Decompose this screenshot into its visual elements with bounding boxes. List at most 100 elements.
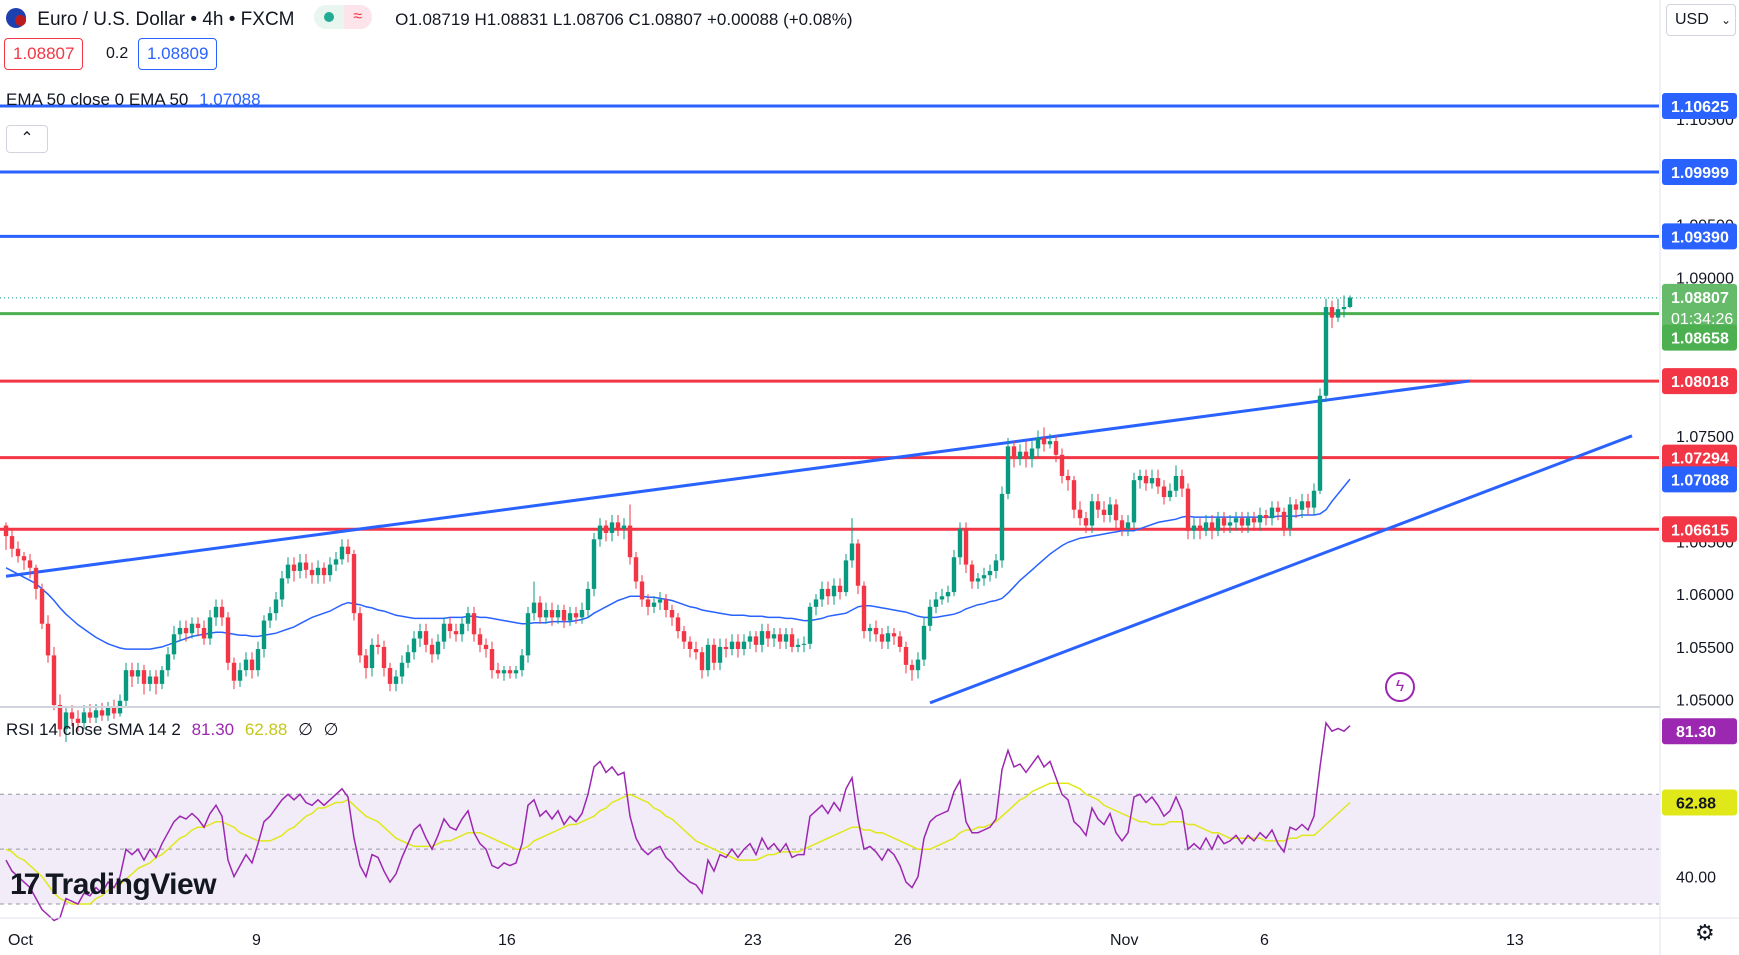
candle	[1179, 469, 1185, 498]
candle	[501, 665, 507, 681]
candle-body	[603, 525, 609, 533]
candle	[639, 575, 645, 607]
currency-selector[interactable]: USD ⌄	[1666, 4, 1736, 36]
candle-body	[1311, 490, 1317, 508]
level-badge-4: 1.08018	[1671, 374, 1729, 391]
candle	[387, 662, 393, 692]
candle	[519, 649, 525, 677]
candle	[1095, 493, 1101, 519]
candle	[759, 623, 765, 653]
candle-body	[405, 652, 411, 663]
candle-body	[1329, 307, 1335, 318]
candle	[981, 567, 987, 586]
symbol-title[interactable]: Euro / U.S. Dollar • 4h • FXCM	[37, 9, 295, 30]
candle	[1311, 483, 1317, 515]
rsi-sma-badge: 62.88	[1676, 796, 1716, 813]
candle	[567, 606, 573, 626]
candle	[411, 631, 417, 660]
candle-body	[1107, 504, 1113, 515]
settings-gear-icon[interactable]: ⚙	[1695, 920, 1715, 945]
candle-body	[1059, 454, 1065, 476]
candle-body	[957, 528, 963, 558]
candle-body	[981, 575, 987, 579]
tradingview-logo[interactable]: 17 TradingView	[10, 868, 217, 902]
chevron-down-icon: ⌄	[1720, 13, 1731, 27]
level-badge-1-bg	[1662, 159, 1737, 186]
candle	[489, 641, 495, 679]
candle-body	[1125, 522, 1131, 529]
status-icon[interactable]: ≈	[313, 5, 372, 29]
candle	[897, 631, 903, 653]
candle-body	[597, 525, 603, 540]
ema-legend[interactable]: EMA 50 close 0 EMA 50 1.07088	[6, 90, 261, 110]
candle-body	[441, 623, 447, 642]
rsi-sma-badge-bg	[1662, 789, 1737, 816]
candle	[867, 623, 873, 642]
spread-value: 0.2	[106, 45, 129, 62]
candle-body	[351, 554, 357, 614]
candle-body	[243, 659, 249, 671]
candle	[447, 617, 453, 639]
symbol-header: Euro / U.S. Dollar • 4h • FXCM ≈ O1.0871…	[6, 5, 853, 31]
candle	[927, 599, 933, 632]
candle-body	[609, 522, 615, 533]
level-badge-6: 1.06615	[1671, 522, 1729, 539]
candle-body	[639, 581, 645, 600]
collapse-legend-button[interactable]: ⌃	[6, 125, 48, 153]
candle	[1143, 469, 1149, 491]
candle-body	[291, 564, 297, 571]
candle-body	[537, 602, 543, 618]
candle	[1131, 472, 1137, 529]
candle	[15, 541, 21, 563]
candle	[783, 627, 789, 650]
candle	[123, 662, 129, 708]
candle-body	[975, 578, 981, 582]
candle	[1035, 430, 1041, 457]
candle	[117, 694, 123, 717]
candle-body	[1287, 504, 1293, 529]
ema-badge: 1.07088	[1671, 472, 1729, 489]
candle	[9, 528, 15, 558]
candle	[717, 638, 723, 671]
sell-price-button[interactable]: 1.08807	[4, 38, 84, 70]
rsi-legend[interactable]: RSI 14 close SMA 14 2 81.30 62.88 ∅ ∅	[6, 720, 338, 740]
candle-body	[69, 712, 75, 719]
candle	[159, 665, 165, 690]
candle-body	[879, 634, 885, 642]
candle-body	[1155, 478, 1161, 487]
candle	[753, 631, 759, 653]
candle	[1185, 483, 1191, 540]
candle	[795, 638, 801, 653]
candle	[831, 578, 837, 605]
candle	[513, 665, 519, 679]
candle	[1299, 493, 1305, 519]
candle	[1287, 497, 1293, 537]
candle-body	[1209, 522, 1215, 531]
level-badge-4-bg	[1662, 368, 1737, 395]
candle	[57, 694, 63, 737]
candle	[297, 554, 303, 579]
candle	[1293, 499, 1299, 519]
candle-body	[1227, 522, 1233, 526]
candle-body	[585, 588, 591, 610]
candle-body	[951, 557, 957, 593]
buy-price-button[interactable]: 1.08809	[138, 38, 218, 70]
candle-body	[783, 634, 789, 642]
candle-body	[867, 627, 873, 632]
candle	[3, 522, 9, 550]
candle-body	[381, 646, 387, 669]
candle	[1089, 493, 1095, 533]
candle-body	[27, 560, 33, 568]
level-badge-1: 1.09999	[1671, 165, 1729, 182]
alert-icon[interactable]: ϟ	[1385, 672, 1415, 702]
candle-body	[9, 536, 15, 549]
candle-body	[1137, 475, 1143, 481]
candle	[189, 617, 195, 639]
candle-body	[207, 617, 213, 639]
candle-body	[1179, 475, 1185, 489]
ohlc-readout: O1.08719 H1.08831 L1.08706 C1.08807 +0.0…	[395, 10, 853, 29]
candle-body	[177, 627, 183, 635]
candle-body	[483, 644, 489, 650]
